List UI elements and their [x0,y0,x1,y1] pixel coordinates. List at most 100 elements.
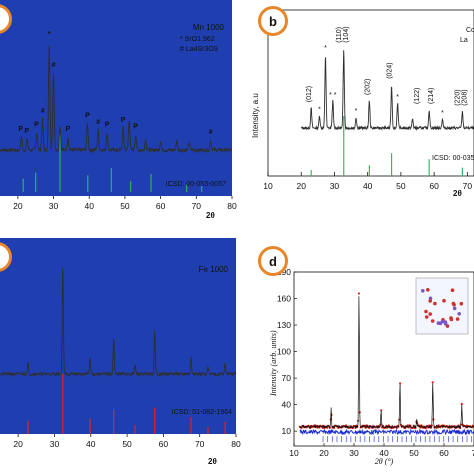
atom-7 [424,309,428,314]
peak-label-11: P [133,124,138,131]
star-label-5: * [441,110,444,117]
observed-point-54 [321,426,324,429]
crystal-structure-inset [415,277,469,335]
icsd-label-a: ICSD: 00-053-0057 [166,181,226,188]
peak-label-9: P [105,121,110,128]
peak-label-7: P [85,113,90,120]
atom-14 [450,288,455,292]
y-tick-d-1: 40 [282,400,292,410]
star-label-4: * [396,94,399,101]
x-tick-b-1: 20 [296,181,306,191]
panel-d-badge: d [258,246,288,276]
x-tick-d-6: 7 [472,448,474,458]
x-tick-d-1: 20 [319,448,329,458]
atom-2 [442,298,446,303]
x-tick-a-2: 40 [84,201,94,211]
hkl-label-5: (122) [414,88,421,104]
panel-a: # * # P P P P P # P P P # Mn 1000 * SrO1.962 # La4Sr3O9… [0,0,240,228]
y-tick-d-3: 100 [277,347,291,357]
atom-20 [426,288,430,292]
x-tick-d-2: 30 [349,448,359,458]
x-tick-a-1: 30 [49,201,59,211]
observed-point-190 [380,409,383,412]
panel-b: (012) (110) (104) (202) (024) (122) (214) (220)… [246,0,474,228]
atom-21 [452,306,457,311]
observed-point-234 [399,382,402,385]
x-tick-c-5: 70 [195,439,205,449]
x-tick-d-4: 50 [409,448,419,458]
y-axis-label-d: Intensity (arb. units) [269,330,278,397]
x-tick-c-4: 60 [159,439,169,449]
x-axis-label-b: 2θ [453,189,462,198]
observed-point-378 [460,402,463,406]
hkl-label-1: (110) [336,27,343,43]
panel-c: Fe 1000 ICSD: 01-082-1964 20 30 40 50 60 70 80 2θ [0,238,241,474]
peak-label-12: # [209,129,213,136]
legend-item-b-1: La [460,37,468,44]
legend-item-b-0: Co [466,27,474,34]
icsd-label-c: ICSD: 01-082-1964 [172,409,232,416]
hkl-label-3: (202) [364,79,371,95]
peak-label-3: P [18,126,23,133]
chart-c: Fe 1000 ICSD: 01-082-1964 20 30 40 50 60 70 80 2θ [0,238,241,466]
peak-label-0: # [52,62,56,69]
peak-label-1: * [48,31,51,38]
x-tick-a-6: 80 [227,201,237,211]
xrd-trace-c [0,268,237,378]
calculated-line-d [299,296,474,430]
x-tick-a-0: 20 [13,201,23,211]
x-tick-d-3: 40 [379,448,389,458]
x-tick-c-0: 20 [13,439,23,449]
plot-area-c [0,238,236,434]
atom-23 [433,301,437,306]
chart-b: (012) (110) (104) (202) (024) (122) (214) (220)… [251,9,474,198]
xrd-trace-b [300,50,474,131]
difference-curve-d [299,428,474,436]
hkl-label-4: (024) [387,62,394,78]
atom-19 [452,303,456,307]
x-axis-label-d: 2θ (°) [375,457,394,466]
atom-12 [438,321,443,326]
atom-5 [424,315,429,319]
atom-18 [457,312,461,316]
y-tick-d-0: 10 [282,426,292,436]
plot-area-a [0,0,232,196]
x-tick-b-0: 10 [263,181,273,191]
y-tick-d-2: 70 [282,373,292,383]
icsd-label-b: ICSD: 00-035 [432,155,474,162]
x-tick-c-2: 40 [86,439,96,449]
panel-d: 10 40 70 100 130 160 190 Intensity (arb. units)… [246,238,474,474]
legend-title-a: Mn 1000 [193,23,225,32]
atom-10 [428,312,432,316]
hkl-label-6: (214) [428,88,435,104]
star-label-0: * [318,106,321,113]
x-tick-b-4: 50 [396,181,406,191]
atom-11 [455,317,460,321]
legend-title-c: Fe 1000 [199,265,229,274]
hkl-label-2: (104) [343,26,350,42]
atom-24 [443,320,448,324]
atom-9 [428,296,433,301]
x-axis-label-a: 2θ [206,211,215,220]
atom-3 [421,289,425,293]
observed-point-310 [431,381,434,384]
y-tick-d-6: 190 [277,267,291,277]
legend-item-a-1: # La4Sr3O9 [180,46,218,53]
x-tick-b-6: 70 [463,181,473,191]
peak-label-6: P [65,126,70,133]
y-tick-d-4: 130 [277,320,291,330]
x-tick-a-3: 50 [120,201,130,211]
peak-label-5: P [34,121,39,128]
hkl-label-7: (220) [454,89,461,105]
star-label-1: * [324,45,327,52]
x-tick-c-6: 80 [231,439,241,449]
x-tick-b-3: 40 [363,181,373,191]
y-axis-label-b: Intensity, a.u [251,93,260,138]
panel-b-badge: b [258,6,288,36]
xrd-trace-a [0,46,233,154]
atom-17 [449,317,454,322]
x-tick-a-4: 60 [156,201,166,211]
x-tick-b-5: 60 [429,181,439,191]
chart-d: 10 40 70 100 130 160 190 Intensity (arb. units)… [269,267,474,466]
hkl-label-0: (012) [306,86,313,102]
